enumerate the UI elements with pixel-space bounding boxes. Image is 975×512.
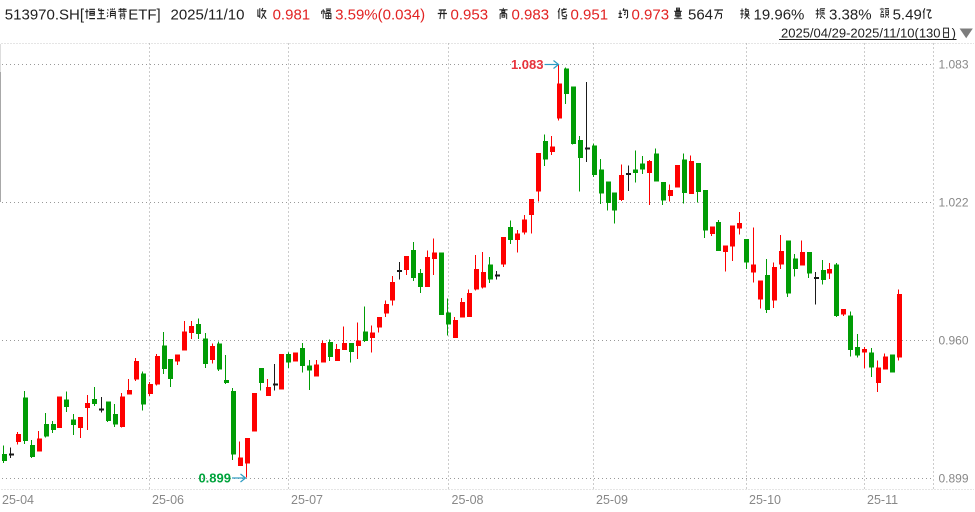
svg-text:564: 564	[688, 7, 713, 24]
svg-text:25-10: 25-10	[749, 493, 781, 507]
svg-text:): )	[952, 26, 956, 41]
svg-text:2025/04/29-2025/11/10(130: 2025/04/29-2025/11/10(130	[781, 26, 941, 41]
svg-text:25-11: 25-11	[867, 493, 898, 507]
svg-text:5.49: 5.49	[893, 7, 922, 24]
svg-text:3.59%(0.034): 3.59%(0.034)	[335, 7, 425, 24]
svg-text:25-07: 25-07	[291, 493, 323, 507]
svg-text:ETF]: ETF]	[128, 7, 161, 24]
svg-text:25-08: 25-08	[452, 493, 484, 507]
svg-text:1.083: 1.083	[939, 58, 969, 72]
svg-text:0.983: 0.983	[512, 7, 550, 24]
svg-text:25-09: 25-09	[596, 493, 628, 507]
svg-text:25-04: 25-04	[2, 493, 34, 507]
svg-text:513970.SH[: 513970.SH[	[5, 7, 85, 24]
svg-text:0.973: 0.973	[632, 7, 670, 24]
svg-text:0.960: 0.960	[939, 334, 969, 348]
svg-text:0.953: 0.953	[451, 7, 489, 24]
svg-text:25-06: 25-06	[152, 493, 184, 507]
svg-text:19.96%: 19.96%	[754, 7, 805, 24]
svg-text:0.981: 0.981	[273, 7, 311, 24]
svg-text:0.951: 0.951	[571, 7, 609, 24]
svg-text:2025/11/10: 2025/11/10	[171, 7, 245, 24]
svg-text:3.38%: 3.38%	[829, 7, 872, 24]
svg-text:1.083: 1.083	[511, 57, 544, 72]
svg-text:1.022: 1.022	[939, 196, 969, 210]
svg-text:0.899: 0.899	[198, 471, 231, 486]
svg-text:0.899: 0.899	[939, 471, 969, 485]
